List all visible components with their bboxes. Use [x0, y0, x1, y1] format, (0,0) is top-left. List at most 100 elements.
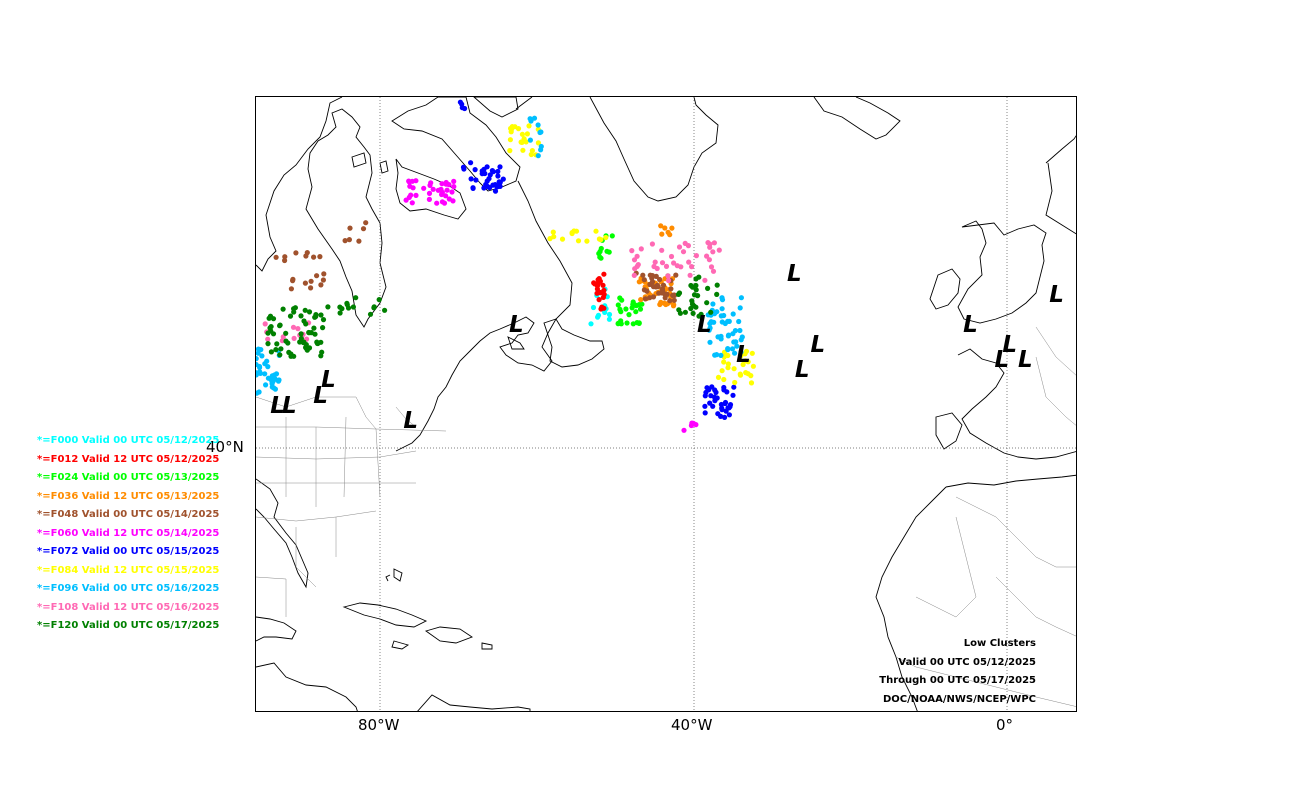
forecast-point: [559, 236, 566, 242]
forecast-point: [492, 188, 499, 194]
forecast-point: [277, 322, 283, 328]
forecast-point: [606, 316, 612, 322]
forecast-point: [718, 413, 724, 419]
forecast-point: [325, 304, 331, 310]
low-center-13: L: [281, 392, 297, 419]
forecast-point: [660, 282, 667, 288]
forecast-point: [457, 99, 463, 105]
forecast-point: [318, 353, 324, 359]
forecast-point: [320, 277, 326, 283]
forecast-point: [461, 166, 467, 172]
low-center-14: L: [270, 392, 285, 419]
forecast-point: [403, 197, 409, 203]
forecast-point: [272, 376, 278, 382]
forecast-point: [677, 310, 683, 316]
forecast-point: [606, 249, 612, 255]
forecast-point: [658, 223, 664, 229]
forecast-point: [740, 361, 746, 368]
forecast-point: [312, 331, 318, 337]
forecast-point: [739, 334, 745, 340]
y-tick-40n: 40°N: [206, 438, 244, 456]
credit-agency: DOC/NOAA/NWS/NCEP/WPC: [883, 693, 1036, 705]
forecast-point: [670, 292, 676, 298]
forecast-point: [681, 427, 687, 433]
forecast-point: [649, 275, 655, 281]
forecast-point: [527, 137, 533, 143]
forecast-point: [575, 238, 582, 244]
forecast-point: [733, 339, 739, 345]
forecast-point: [633, 309, 639, 315]
forecast-point: [710, 301, 716, 307]
forecast-point: [306, 309, 313, 315]
forecast-point: [482, 170, 488, 177]
forecast-point: [413, 192, 419, 198]
forecast-point: [693, 282, 699, 289]
low-center-6: L: [810, 332, 826, 358]
forecast-point: [339, 306, 345, 312]
forecast-point: [662, 295, 668, 301]
forecast-point: [344, 302, 350, 308]
forecast-point: [673, 272, 679, 278]
forecast-point: [748, 380, 755, 386]
forecast-point: [671, 297, 677, 303]
forecast-point: [495, 168, 501, 175]
forecast-point: [318, 312, 324, 318]
forecast-point: [270, 331, 277, 337]
forecast-point: [636, 320, 642, 326]
forecast-point: [410, 185, 416, 191]
forecast-point: [273, 347, 279, 353]
forecast-point: [490, 169, 496, 175]
forecast-point: [421, 185, 427, 191]
forecast-point: [430, 186, 436, 192]
forecast-point: [443, 181, 449, 187]
forecast-point: [731, 366, 737, 372]
forecast-point: [435, 187, 441, 193]
forecast-point: [721, 376, 727, 383]
forecast-point: [434, 200, 440, 206]
forecast-point: [719, 405, 725, 411]
forecast-point: [708, 393, 714, 399]
forecast-point: [591, 280, 597, 286]
forecast-point: [600, 294, 606, 300]
forecast-point: [726, 412, 732, 418]
forecast-point: [450, 198, 456, 204]
legend-item-f096: *=F096 Valid 00 UTC 05/16/2025: [37, 583, 220, 594]
forecast-point: [265, 375, 271, 381]
forecast-point: [623, 306, 629, 312]
forecast-point: [295, 326, 301, 332]
forecast-point: [662, 225, 668, 231]
forecast-point: [302, 307, 308, 313]
forecast-point: [538, 143, 544, 150]
forecast-point: [268, 324, 274, 330]
forecast-point: [671, 260, 677, 266]
forecast-point: [367, 311, 374, 317]
forecast-point: [714, 282, 720, 288]
forecast-point: [271, 372, 278, 378]
forecast-points: [256, 99, 756, 433]
forecast-point: [719, 368, 725, 374]
forecast-point: [704, 300, 710, 306]
legend: *=F000 Valid 00 UTC 05/12/2025 *=F012 Va…: [37, 433, 219, 637]
forecast-point: [721, 384, 727, 391]
forecast-point: [713, 389, 719, 395]
forecast-point: [507, 148, 513, 154]
forecast-point: [659, 247, 665, 253]
forecast-point: [468, 176, 474, 182]
credit-title: Low Clusters: [963, 638, 1036, 649]
forecast-point: [428, 180, 434, 186]
low-center-8: L: [736, 342, 751, 369]
forecast-point: [734, 343, 740, 349]
forecast-point: [704, 385, 710, 391]
forecast-point: [743, 370, 749, 376]
forecast-point: [609, 233, 615, 239]
forecast-point: [718, 352, 724, 358]
forecast-point: [262, 371, 268, 377]
forecast-point: [515, 126, 522, 132]
forecast-point: [288, 286, 294, 292]
forecast-point: [490, 182, 496, 188]
forecast-point: [350, 304, 356, 310]
forecast-point: [714, 291, 720, 297]
forecast-point: [600, 282, 606, 288]
forecast-point: [287, 313, 294, 319]
forecast-point: [256, 361, 259, 368]
